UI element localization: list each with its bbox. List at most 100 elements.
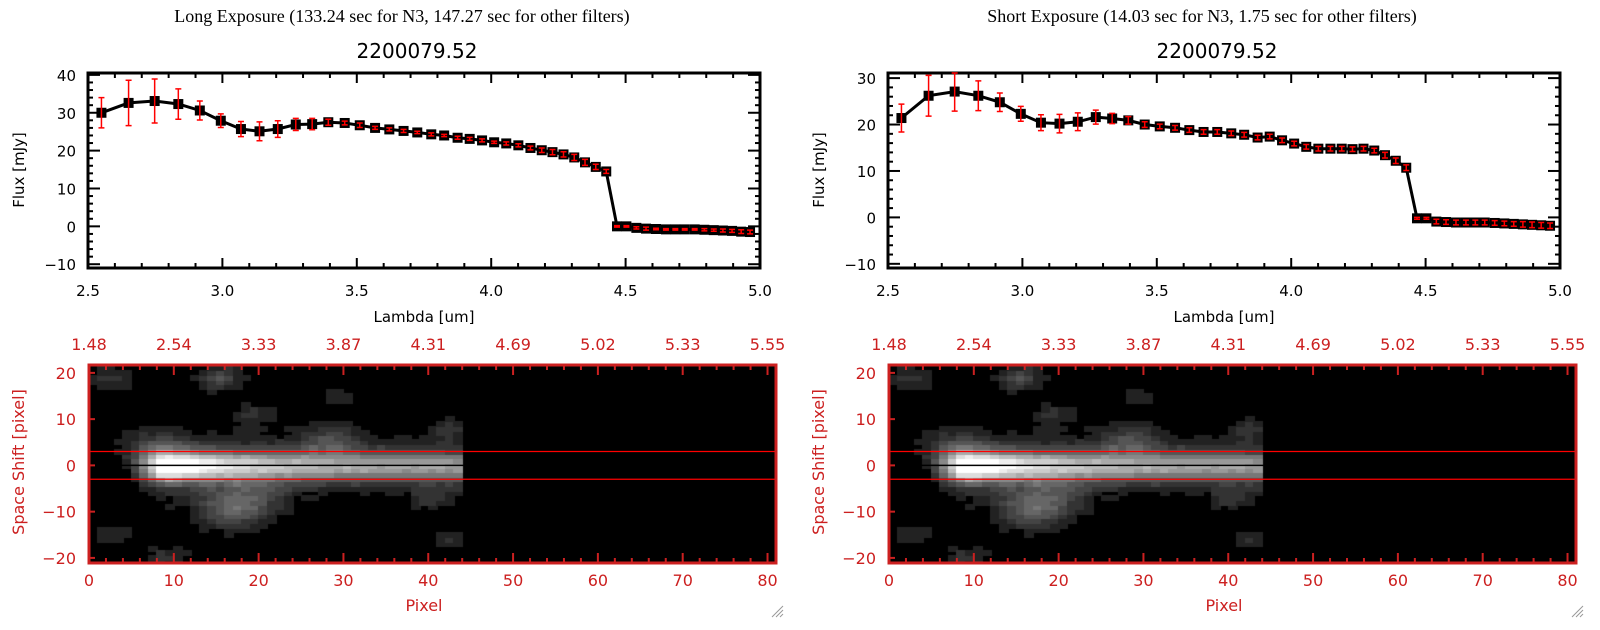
long-exposure-panel: Long Exposure (133.24 sec for N3, 147.27…: [9, 6, 785, 618]
x-tick-label: 3.5: [345, 282, 369, 300]
error-bar: [1491, 219, 1498, 227]
space-shift-tick-label: −10: [842, 503, 876, 522]
pixel-tick-label: 30: [1133, 571, 1153, 590]
error-bar: [738, 229, 745, 235]
pixel-tick-label: 60: [588, 571, 608, 590]
panel-figure: Long Exposure (133.24 sec for N3, 147.27…: [9, 6, 785, 618]
error-bar: [1125, 115, 1132, 125]
resize-grip-lines: [1571, 605, 1584, 618]
pixel-tick-label: 20: [248, 571, 268, 590]
y-tick-label: 30: [57, 105, 76, 123]
error-bar: [747, 229, 754, 235]
pixel-tick-label: 40: [418, 571, 438, 590]
x-tick-label: 3.5: [1145, 282, 1169, 300]
error-bar: [1529, 221, 1536, 229]
y-tick-label: 10: [857, 163, 876, 181]
error-bar: [503, 141, 510, 146]
short-exposure-panel: Short Exposure (14.03 sec for N3, 1.75 s…: [800, 0, 1600, 630]
error-bar: [491, 140, 498, 145]
error-bar: [341, 120, 348, 126]
space-shift-axis-label: Space Shift [pixel]: [9, 389, 28, 535]
error-bar: [1452, 219, 1459, 226]
pixel-tick-label: 10: [964, 571, 984, 590]
error-bar: [454, 135, 461, 141]
error-bar: [623, 224, 630, 228]
wavelength-tick-label: 2.54: [156, 335, 192, 354]
x-tick-label: 2.5: [876, 282, 900, 300]
error-bar: [1056, 113, 1063, 134]
error-bar: [560, 151, 567, 158]
error-bar: [1501, 220, 1508, 227]
wavelength-tick-label: 4.31: [410, 335, 446, 354]
error-bar: [414, 130, 421, 135]
error-bar: [1413, 216, 1420, 220]
error-bar: [1279, 137, 1286, 144]
error-bar: [729, 228, 736, 234]
error-bar: [466, 136, 473, 142]
error-bar: [1141, 121, 1148, 129]
pixel-tick-label: 80: [1557, 571, 1577, 590]
error-bar: [196, 100, 203, 121]
error-bar: [1074, 112, 1081, 132]
error-bar: [549, 148, 556, 156]
spectrum-plot: 2.5 3.0 3.5 4.0 4.5 5.0 −10 0 10 20 30 40 Lambda [um…: [10, 67, 772, 326]
object-id-title: 2200079.52: [357, 39, 478, 63]
x-tick-label: 4.5: [614, 282, 638, 300]
spectral-image-heatmap: [889, 365, 1576, 563]
error-bar: [1382, 151, 1389, 159]
space-shift-tick-label: 10: [56, 410, 76, 429]
error-bar: [400, 128, 407, 134]
exposure-title: Long Exposure (133.24 sec for N3, 147.27…: [174, 6, 629, 27]
error-bar: [292, 117, 299, 132]
y-tick-label: 40: [57, 67, 76, 85]
error-bar: [1371, 147, 1378, 154]
resize-grip-icon[interactable]: [1571, 605, 1584, 618]
error-bar: [515, 143, 522, 148]
resize-grip-lines: [771, 605, 784, 618]
error-bar: [237, 120, 244, 138]
resize-grip-icon[interactable]: [771, 605, 784, 618]
error-bar: [356, 122, 363, 129]
error-bar: [925, 74, 932, 117]
wavelength-tick-label: 2.54: [956, 335, 992, 354]
error-bar: [274, 119, 281, 139]
error-bar: [652, 227, 659, 231]
space-shift-tick-label: 20: [56, 364, 76, 383]
x-tick-label: 4.0: [1279, 282, 1303, 300]
error-bar: [1433, 218, 1440, 225]
y-tick-label: −10: [844, 256, 876, 274]
error-bar: [1538, 221, 1545, 229]
error-bar: [386, 127, 393, 132]
error-bar: [441, 133, 448, 138]
space-shift-tick-label: 0: [66, 456, 76, 475]
error-bar: [691, 227, 698, 231]
error-bar: [1200, 128, 1207, 136]
wavelength-tick-label: 5.02: [580, 335, 616, 354]
error-bar: [1327, 145, 1334, 152]
error-bar: [613, 224, 620, 228]
wavelength-tick-label: 5.33: [1465, 335, 1501, 354]
space-shift-axis-label: Space Shift [pixel]: [809, 389, 828, 535]
pixel-tick-label: 50: [1303, 571, 1323, 590]
error-bar: [1403, 164, 1410, 172]
wavelength-tick-label: 5.33: [665, 335, 701, 354]
wavelength-tick-label: 4.31: [1210, 335, 1246, 354]
x-tick-label: 2.5: [76, 282, 100, 300]
error-bar: [672, 227, 679, 231]
error-bar: [538, 147, 545, 154]
error-bar: [1349, 146, 1356, 153]
pixel-tick-label: 50: [503, 571, 523, 590]
error-bar: [1214, 128, 1221, 136]
spectral-image-plot: 0 10 20 30 40 50 60 70 80 1.48 2.54 3.33 3.87 4.31 4.6…: [809, 335, 1585, 615]
error-bar: [1443, 218, 1450, 226]
pixel-tick-label: 60: [1388, 571, 1408, 590]
error-bar: [309, 117, 316, 131]
error-bar: [1228, 130, 1235, 137]
error-bar: [1172, 124, 1179, 131]
pixel-tick-label: 40: [1218, 571, 1238, 590]
error-bar: [1303, 143, 1310, 150]
error-bar: [1186, 127, 1193, 134]
error-bar: [1254, 134, 1261, 141]
x-tick-label: 4.0: [479, 282, 503, 300]
error-bar: [1423, 216, 1430, 220]
